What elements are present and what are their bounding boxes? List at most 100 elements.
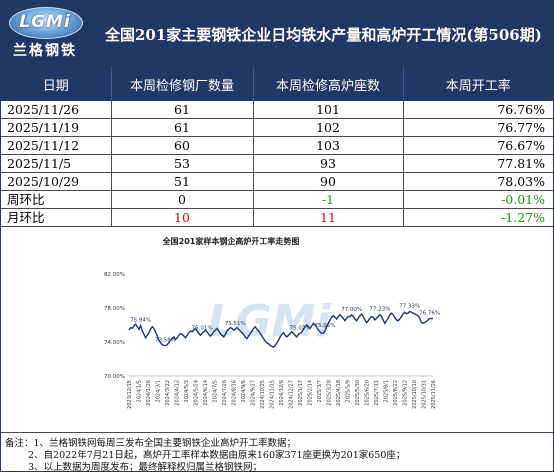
wow-row: 周环比 0 -1 -0.01% <box>1 190 553 209</box>
chart-watermark: LGMi <box>207 296 331 347</box>
data-label: 77.23% <box>369 307 390 313</box>
cell-rate: 76.77% <box>402 118 553 137</box>
logo-subtitle: 兰格钢铁 <box>13 43 77 59</box>
cell-mills: 61 <box>110 118 253 137</box>
x-tick-label: 2025/4/18 <box>336 380 342 406</box>
x-tick-label: 2024/7/5 <box>213 380 219 402</box>
y-tick-label: 78.00% <box>104 306 125 312</box>
cell-mom-furnaces: 11 <box>252 208 403 227</box>
x-tick-label: 2025/6/20 <box>365 380 371 406</box>
x-tick-label: 2024/3/1 <box>156 380 162 402</box>
data-label: 75.94% <box>130 318 151 324</box>
cell-furnaces: 102 <box>252 118 403 137</box>
cell-date: 2025/11/12 <box>1 136 111 155</box>
data-label: 75.51% <box>225 321 246 327</box>
y-tick-label: 74.00% <box>104 340 125 346</box>
x-tick-label: 2024/1/5 <box>137 380 143 402</box>
data-label: 76.76% <box>419 311 440 317</box>
cell-furnaces: 93 <box>252 154 403 173</box>
x-tick-label: 2025/2/14 <box>308 380 314 406</box>
table-row: 2025/11/19 61 102 76.77% <box>1 118 553 137</box>
data-label: 75.02% <box>290 325 311 331</box>
x-tick-label: 2024/5/24 <box>194 380 200 406</box>
x-tick-label: 2024/9/6 <box>241 380 247 402</box>
x-tick-label: 2024/1/26 <box>146 380 152 406</box>
y-tick-label: 70.00% <box>104 374 125 380</box>
cell-furnaces: 101 <box>252 101 403 119</box>
cell-date: 2025/11/5 <box>1 154 111 173</box>
series-line <box>128 310 433 348</box>
x-tick-label: 2024/7/26 <box>222 380 228 406</box>
cell-mom-label: 月环比 <box>1 208 111 227</box>
data-label: 73.58% <box>155 338 176 344</box>
cell-rate: 78.03% <box>402 172 553 191</box>
cell-date: 2025/11/19 <box>1 118 111 137</box>
cell-mills: 53 <box>110 154 253 173</box>
note-2: 2、自2022年7月21日起，高炉开工率样本数据由原来160家371座更换为20… <box>28 450 406 461</box>
cell-mom-rate: -1.27% <box>402 208 553 227</box>
report-header: LGMi 兰格钢铁 全国201家主要钢铁企业日均铁水产量和高炉开工情况(第506… <box>1 1 553 67</box>
table-row: 2025/11/26 61 101 76.76% <box>1 101 553 119</box>
data-label: 77.00% <box>341 307 362 313</box>
data-label: 75.01% <box>192 325 213 331</box>
trend-chart: 全国201家样本钢企高炉开工率走势图 LGMi 82.00% 78.00% 74.00… <box>1 220 553 430</box>
column-header-mills: 本周检修钢厂数量 <box>110 67 253 101</box>
logo-oval-icon <box>9 7 83 39</box>
logo-text: LGMi <box>19 12 71 32</box>
x-tick-label: 2025/10/31 <box>422 380 428 409</box>
mom-row: 月环比 10 11 -1.27% <box>1 208 553 227</box>
note-3: 3、以上数据为周度发布；最终解释权归属兰格钢铁网； <box>28 462 263 473</box>
x-tick-label: 2024/5/3 <box>184 380 190 402</box>
table-row: 2025/10/29 51 90 78.03% <box>1 172 553 191</box>
report-title: 全国201家主要钢铁企业日均铁水产量和高炉开工情况(第506期) <box>105 26 542 44</box>
cell-mom-mills: 10 <box>110 208 253 227</box>
column-header-date: 日期 <box>1 67 111 101</box>
x-tick-label: 2025/3/7 <box>317 380 323 402</box>
column-header-rate: 本周开工率 <box>402 67 553 101</box>
x-tick-label: 2025/5/9 <box>346 380 352 402</box>
x-tick-label: 2025/7/11 <box>374 380 380 406</box>
table-row: 2025/11/5 53 93 77.81% <box>1 154 553 173</box>
x-tick-label: 2024/12/27 <box>289 380 295 409</box>
cell-rate: 76.67% <box>402 136 553 155</box>
cell-mills: 61 <box>110 101 253 119</box>
chart-title: 全国201家样本钢企高炉开工率走势图 <box>162 237 300 246</box>
x-tick-label: 2025/5/30 <box>355 380 361 406</box>
x-tick-label: 2024/3/22 <box>165 380 171 406</box>
x-tick-label: 2024/12/6 <box>279 380 285 406</box>
x-tick-label: 2025/10/10 <box>412 380 418 409</box>
x-tick-label: 2024/6/14 <box>203 380 209 406</box>
x-tick-label: 2024/10/25 <box>260 380 266 409</box>
x-tick-label: 2025/3/28 <box>327 380 333 406</box>
cell-mills: 51 <box>110 172 253 191</box>
cell-wow-label: 周环比 <box>1 190 111 209</box>
cell-furnaces: 90 <box>252 172 403 191</box>
lange-logo: LGMi 兰格钢铁 <box>5 7 91 63</box>
cell-date: 2025/10/29 <box>1 172 111 191</box>
x-tick-label: 2024/11/15 <box>270 380 276 409</box>
x-tick-label: 2024/9/27 <box>251 380 257 406</box>
x-tick-label: 2025/8/22 <box>393 380 399 406</box>
operating-rate-table: 日期 本周检修钢厂数量 本周检修高炉座数 本周开工率 2025/11/26 61… <box>1 67 553 227</box>
x-tick-label: 2025/8/1 <box>384 380 390 402</box>
cell-furnaces: 103 <box>252 136 403 155</box>
cell-mills: 60 <box>110 136 253 155</box>
cell-wow-furnaces: -1 <box>252 190 403 209</box>
x-tick-label: 2024/4/12 <box>175 380 181 406</box>
x-tick-label: 2025/9/12 <box>403 380 409 406</box>
cell-date: 2025/11/26 <box>1 101 111 119</box>
note-1: 备注：1、兰格钢铁网每周三发布全国主要钢铁企业高炉开工率数据； <box>5 438 297 449</box>
cell-wow-rate: -0.01% <box>402 190 553 209</box>
trend-chart-svg: LGMi 82.00% 78.00% 74.00% 70.00% 75.94% 73.58%… <box>104 272 440 409</box>
data-label: 75.05% <box>315 323 336 329</box>
column-header-furnaces: 本周检修高炉座数 <box>252 67 403 101</box>
x-tick-label: 2023/12/15 <box>127 380 133 409</box>
table-header-row: 日期 本周检修钢厂数量 本周检修高炉座数 本周开工率 <box>1 67 553 101</box>
cell-rate: 76.76% <box>402 101 553 119</box>
cell-rate: 77.81% <box>402 154 553 173</box>
x-tick-label: 2025/11/26 <box>431 380 437 409</box>
notes: 备注：1、兰格钢铁网每周三发布全国主要钢铁企业高炉开工率数据； 2、自2022年… <box>1 432 553 473</box>
y-tick-label: 82.00% <box>104 272 125 278</box>
cell-wow-mills: 0 <box>110 190 253 209</box>
